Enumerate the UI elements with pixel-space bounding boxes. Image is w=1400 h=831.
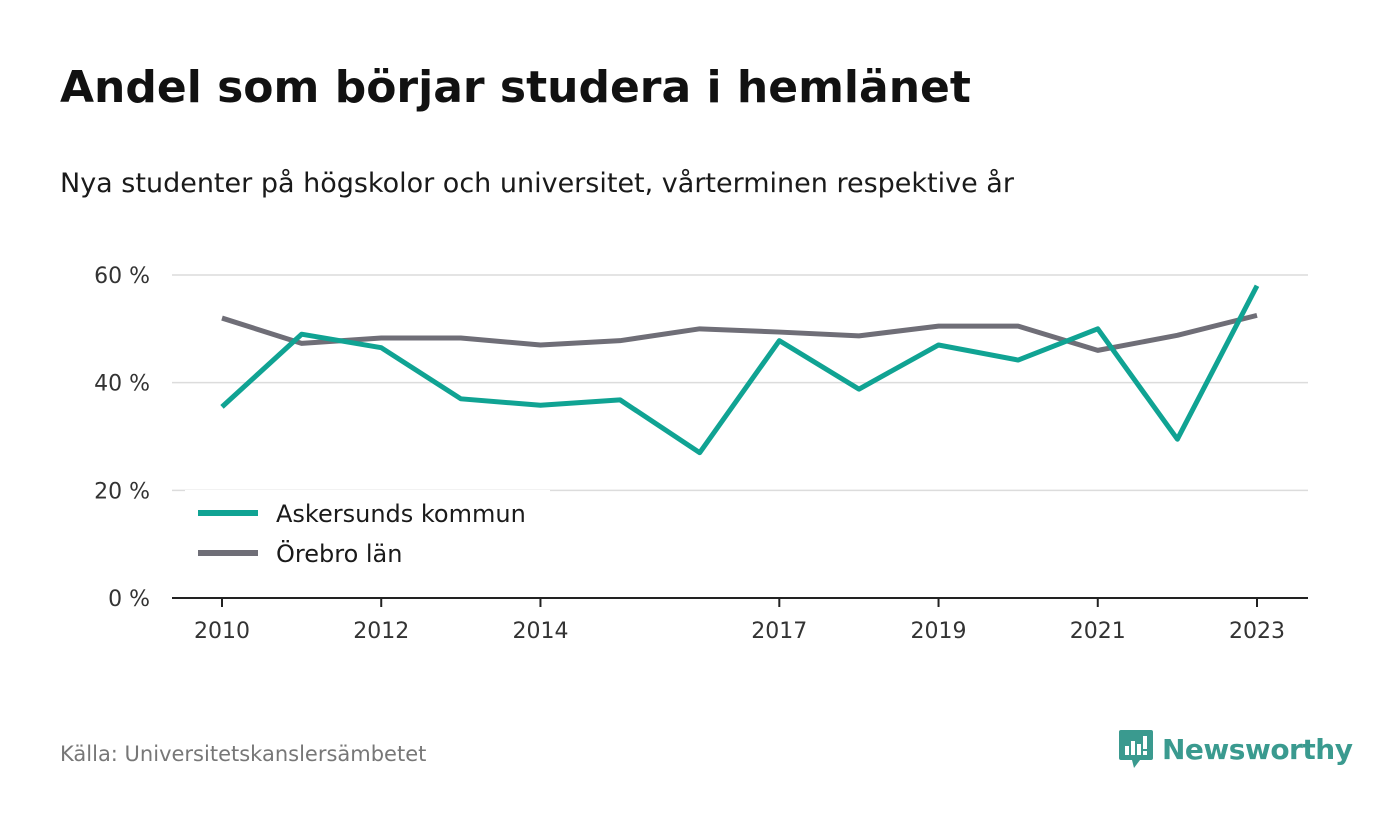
source-note: Källa: Universitetskanslersämbetet: [60, 742, 427, 766]
y-tick-label: 40 %: [94, 372, 150, 397]
legend: Askersunds kommun Örebro län: [185, 490, 550, 585]
legend-label: Örebro län: [276, 539, 402, 568]
series-layer: [220, 284, 1260, 456]
series-line-1: [221, 312, 1258, 353]
x-tick-label: 2017: [751, 619, 807, 644]
brand-logo: Newsworthy: [1118, 728, 1353, 770]
x-tick-label: 2010: [194, 619, 250, 644]
y-tick-label: 20 %: [94, 479, 150, 504]
legend-background: [185, 490, 550, 585]
y-tick-label: 60 %: [94, 264, 150, 289]
legend-label: Askersunds kommun: [276, 500, 526, 528]
axis-layer: 0 % 20 % 40 % 60 % 2010 2012 2014 2017 2019 2021 2…: [94, 264, 1308, 644]
chart-subtitle: Nya studenter på högskolor och universit…: [60, 168, 1014, 199]
x-tick-label: 2023: [1229, 619, 1285, 644]
series-line-0: [220, 284, 1260, 456]
x-tick-label: 2019: [911, 619, 967, 644]
chart-title: Andel som börjar studera i hemlänet: [60, 62, 971, 113]
y-tick-label: 0 %: [108, 587, 150, 612]
brand-name: Newsworthy: [1162, 732, 1353, 766]
x-tick-label: 2012: [353, 619, 409, 644]
x-tick-label: 2021: [1070, 619, 1126, 644]
newsworthy-logo-icon: [1119, 730, 1153, 768]
x-tick-label: 2014: [512, 619, 568, 644]
